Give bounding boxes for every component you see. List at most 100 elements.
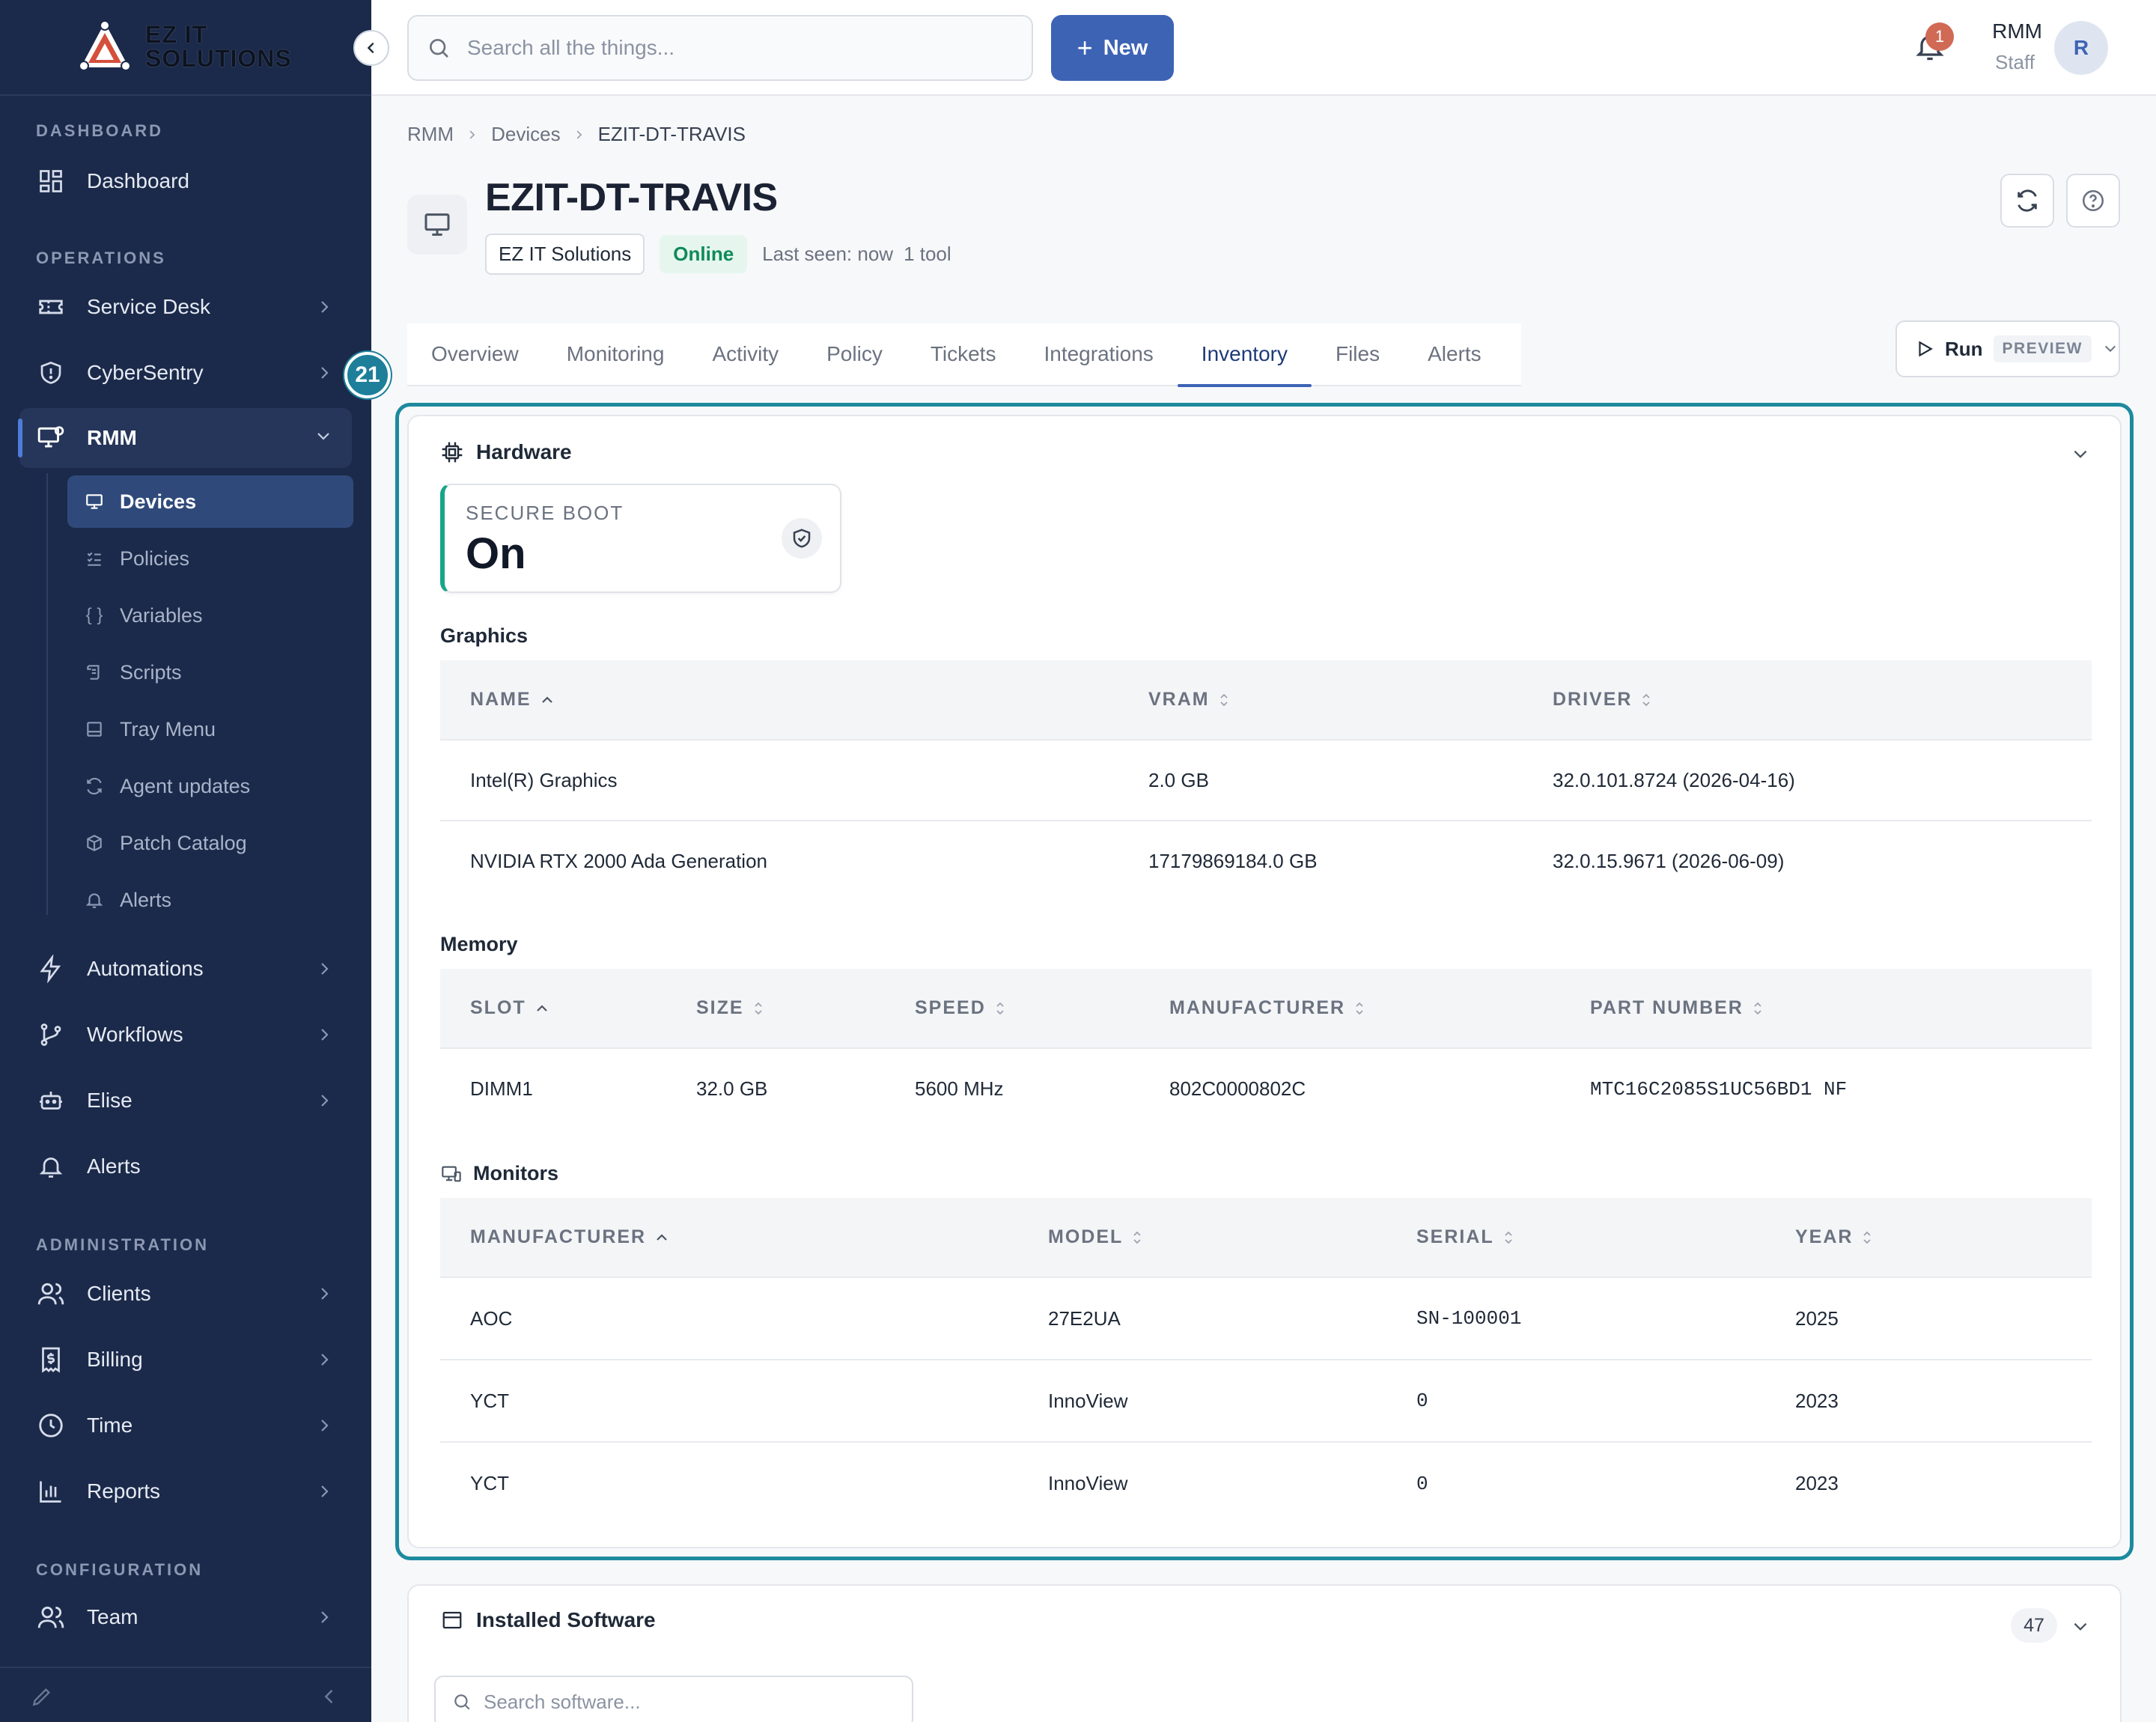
tab-activity[interactable]: Activity (712, 342, 779, 365)
help-button[interactable] (2066, 174, 2120, 228)
column-header-driver[interactable]: DRIVER (1523, 660, 2092, 740)
search-input[interactable] (467, 36, 1006, 60)
sidebar-item-billing[interactable]: Billing (19, 1330, 352, 1390)
sidebar-item-reports[interactable]: Reports (19, 1461, 352, 1521)
device-tabs: Overview Monitoring Activity Policy Tick… (407, 323, 1521, 387)
monitor-serial: 0 (1386, 1441, 1765, 1524)
play-icon (1919, 341, 1933, 357)
chevron-right-icon (321, 1288, 329, 1300)
gpu-vram: 2.0 GB (1118, 739, 1523, 821)
chevron-down-icon[interactable] (2071, 1619, 2090, 1635)
new-button[interactable]: + New (1051, 15, 1174, 81)
sidebar-item-rmm[interactable]: RMM (18, 408, 352, 468)
software-search[interactable] (434, 1676, 913, 1722)
software-search-input[interactable] (484, 1690, 903, 1714)
column-header-serial[interactable]: SERIAL (1386, 1198, 1765, 1277)
sidebar-subitem-agent-updates[interactable]: Agent updates (67, 760, 353, 812)
avatar[interactable]: R (2054, 21, 2108, 75)
chevron-right-icon (321, 1420, 329, 1432)
sort-icon (1863, 1232, 1872, 1244)
run-button[interactable]: Run PREVIEW (1895, 320, 2120, 377)
shield-check-icon (782, 518, 822, 559)
tab-integrations[interactable]: Integrations (1044, 342, 1154, 365)
monitor-year: 2023 (1765, 1359, 2092, 1442)
column-header-size[interactable]: SIZE (666, 969, 885, 1048)
column-header-vram[interactable]: VRAM (1118, 660, 1523, 740)
tab-monitoring[interactable]: Monitoring (566, 342, 665, 365)
sort-icon (1642, 694, 1651, 707)
sort-icon (1505, 1232, 1512, 1244)
refresh-button[interactable] (2000, 174, 2054, 228)
sidebar-item-alerts[interactable]: Alerts (19, 1137, 352, 1196)
submenu-guide-line (46, 473, 48, 915)
sidebar-item-label: RMM (87, 426, 137, 449)
sidebar-item-workflows[interactable]: Workflows (19, 1005, 352, 1065)
sidebar-item-time[interactable]: Time (19, 1396, 352, 1455)
table-row: AOC 27E2UA SN-100001 2025 (440, 1277, 2092, 1360)
sort-icon (1356, 1003, 1363, 1015)
monitor-gear-icon (36, 423, 66, 453)
column-header-speed[interactable]: SPEED (885, 969, 1139, 1048)
chevron-down-icon[interactable] (2102, 342, 2119, 356)
sidebar-collapse-button[interactable] (353, 30, 389, 66)
chevron-down-icon (317, 433, 329, 440)
column-header-slot[interactable]: SLOT (440, 969, 666, 1048)
sidebar-item-cybersentry[interactable]: CyberSentry (19, 343, 352, 403)
monitor-year: 2025 (1765, 1277, 2092, 1360)
hardware-card: Hardware SECURE BOOT On Graphics NAME VR… (407, 415, 2122, 1548)
sidebar-item-dashboard[interactable]: Dashboard (19, 151, 352, 211)
sidebar-subitem-label: Devices (120, 490, 197, 513)
clock-icon (36, 1411, 66, 1440)
breadcrumb: RMM Devices EZIT-DT-TRAVIS (407, 123, 746, 146)
tab-overview[interactable]: Overview (431, 342, 519, 365)
monitors-title: Monitors (473, 1162, 558, 1184)
sidebar-subitem-variables[interactable]: { } Variables (67, 589, 353, 642)
notification-count-badge: 1 (1925, 22, 1954, 51)
sidebar-item-team[interactable]: Team (19, 1587, 352, 1647)
chevron-left-icon[interactable] (320, 1686, 338, 1707)
monitor-icon (84, 491, 105, 512)
org-chip[interactable]: EZ IT Solutions (485, 234, 645, 275)
column-header-manufacturer[interactable]: MANUFACTURER (440, 1198, 1018, 1277)
sidebar-subitem-policies[interactable]: Policies (67, 532, 353, 585)
sidebar-item-elise[interactable]: Elise (19, 1071, 352, 1131)
chevron-down-icon[interactable] (2071, 446, 2090, 463)
help-circle-icon (2082, 189, 2104, 212)
breadcrumb-item-devices[interactable]: Devices (491, 123, 561, 145)
chevron-right-icon (321, 1095, 329, 1107)
chevron-right-icon (321, 1029, 329, 1041)
hardware-header[interactable]: Hardware (440, 440, 572, 464)
breadcrumb-item-rmm[interactable]: RMM (407, 123, 454, 145)
sidebar-subitem-patch-catalog[interactable]: Patch Catalog (67, 817, 353, 869)
memory-part-number: MTC16C2085S1UC56BD1 NF (1560, 1047, 2092, 1129)
breadcrumb-item-current: EZIT-DT-TRAVIS (597, 123, 746, 145)
tab-policy[interactable]: Policy (826, 342, 883, 365)
sidebar-subitem-label: Agent updates (120, 774, 251, 797)
sidebar-subitem-alerts[interactable]: Alerts (67, 874, 353, 926)
column-header-model[interactable]: MODEL (1018, 1198, 1386, 1277)
sidebar-item-automations[interactable]: Automations (19, 939, 352, 999)
sidebar-subitem-tray-menu[interactable]: Tray Menu (67, 703, 353, 755)
column-header-name[interactable]: NAME (440, 660, 1118, 740)
pencil-icon[interactable] (30, 1685, 54, 1709)
tab-inventory[interactable]: Inventory (1177, 323, 1312, 387)
brand-logo-icon (79, 20, 131, 71)
column-header-part-number[interactable]: PART NUMBER (1560, 969, 2092, 1048)
table-header-row: NAME VRAM DRIVER (440, 660, 2092, 740)
table-row: Intel(R) Graphics 2.0 GB 32.0.101.8724 (… (440, 739, 2092, 821)
tab-tickets[interactable]: Tickets (930, 342, 996, 365)
column-header-manufacturer[interactable]: MANUFACTURER (1139, 969, 1560, 1048)
monitor-model: InnoView (1018, 1359, 1386, 1442)
sidebar-item-service-desk[interactable]: Service Desk (19, 277, 352, 337)
tab-files[interactable]: Files (1335, 342, 1380, 365)
sidebar-item-clients[interactable]: Clients (19, 1264, 352, 1324)
installed-software-header[interactable]: Installed Software (440, 1608, 656, 1632)
tray-icon (84, 719, 105, 740)
global-search[interactable] (407, 15, 1033, 81)
tab-alerts[interactable]: Alerts (1428, 342, 1482, 365)
sidebar-subitem-scripts[interactable]: Scripts (67, 646, 353, 699)
column-header-year[interactable]: YEAR (1765, 1198, 2092, 1277)
section-label-dashboard: DASHBOARD (36, 121, 163, 140)
sidebar: EZ IT SOLUTIONS DASHBOARD Dashboard OPER… (0, 0, 371, 1722)
sidebar-subitem-devices[interactable]: Devices (67, 475, 353, 528)
